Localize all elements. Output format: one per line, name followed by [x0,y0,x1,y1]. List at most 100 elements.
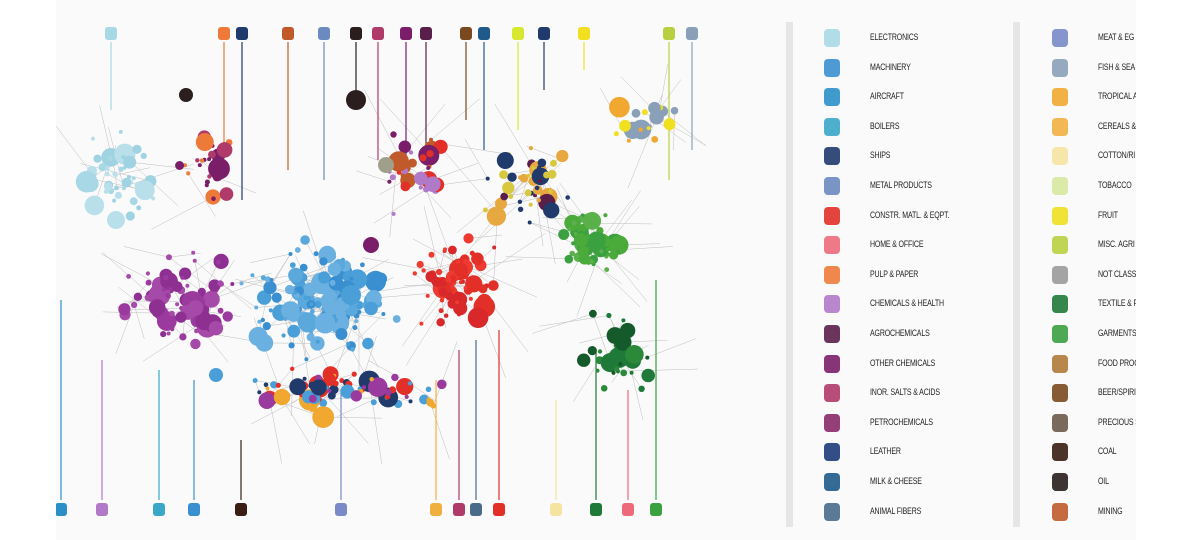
network-node [203,290,220,308]
category-icon [650,503,662,516]
gears-icon [818,54,846,82]
network-node [323,373,337,386]
metal-products-icon [818,172,846,200]
network-node [408,399,413,404]
network-node [350,390,362,402]
tobacco-icon [1046,172,1074,200]
network-node [459,280,463,285]
legend-item: FRUIT [1046,202,1136,230]
network-node [283,316,288,321]
fruit-icon [1046,202,1074,230]
network-node [543,202,560,219]
network-edge [211,279,268,300]
pulp-paper-icon [818,261,846,289]
network-edge [250,253,291,263]
network-edge [373,189,427,224]
network-node [132,144,142,154]
legend-label: INOR. SALTS & ACIDS [870,387,940,398]
network-node [638,127,643,132]
network-node [381,312,386,316]
network-node [486,206,506,226]
network-node [191,250,196,255]
network-edge [168,257,217,294]
network-node [216,142,233,158]
network-node [130,301,138,309]
network-node [271,292,282,303]
category-icon [420,27,432,40]
capsule-icon [818,290,846,318]
network-node [263,382,269,388]
network-node [583,212,602,230]
network-node [265,386,270,391]
legend-label: ANIMAL FIBERS [870,505,922,516]
network-node [299,263,308,272]
oil-icon [1046,468,1074,496]
network-node [519,173,529,183]
network-node [517,175,522,180]
network-node [508,194,514,199]
network-edge [56,125,93,174]
network-node [190,338,201,350]
network-node [389,174,396,181]
network-node [425,293,430,298]
hub-node [363,237,379,253]
network-node [309,309,315,314]
network-node [239,281,244,286]
network-edge [362,257,440,273]
network-node [587,231,606,250]
network-node [266,283,273,290]
network-node [339,378,345,384]
legend-label: METAL PRODUCTS [870,180,932,190]
bottom-category-icons [56,503,662,516]
network-edge [369,281,443,293]
network-node [327,388,332,393]
network-edge [510,167,534,197]
network-node [648,101,661,115]
network-node [349,276,354,281]
network-node [170,327,175,332]
network-node [613,131,619,137]
legend-label: OTHER CHEMICALS [870,357,936,368]
network-node [634,121,640,127]
network-node [618,362,623,367]
network-node [222,311,233,322]
network-node [315,339,320,344]
network-node [360,262,365,268]
network-node [118,303,131,316]
network-node [467,307,489,329]
textile-icon [1046,290,1074,318]
legend-label: CHEMICALS & HEALTH [870,298,944,309]
network-edge [591,260,641,308]
network-node [131,176,136,181]
network-edge [380,98,431,154]
legend-item: NOT CLASSI [1046,261,1136,289]
network-node [166,331,171,336]
network-node [217,307,224,314]
network-node [195,133,214,152]
network-node [621,318,626,323]
network-edge [133,304,145,339]
meat-eggs-icon [1046,24,1074,52]
network-node [453,301,468,316]
network-node [408,150,414,155]
legend-label: GARMENTS [1098,328,1136,338]
network-node [631,108,641,118]
legend-label: FISH & SEA [1098,61,1136,72]
network-node [438,308,444,314]
network-node [204,179,210,185]
product-space-network [56,27,706,516]
network-node [129,197,138,206]
network-edge [529,222,574,244]
network-node [368,377,388,398]
network-node [105,166,110,171]
category-icon [512,27,524,40]
network-node [437,379,447,390]
network-edge [401,288,444,347]
precious-stones-icon [1046,409,1074,437]
network-node [398,140,412,154]
network-node [329,279,336,286]
network-node [257,319,262,324]
network-node [354,319,359,324]
network-node [136,205,142,211]
network-edge [373,292,444,299]
